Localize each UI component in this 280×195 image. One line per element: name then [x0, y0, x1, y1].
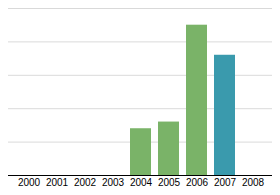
svg-text:2005: 2005 — [158, 177, 181, 188]
svg-text:2006: 2006 — [186, 177, 209, 188]
svg-text:2004: 2004 — [130, 177, 153, 188]
svg-text:2002: 2002 — [74, 177, 97, 188]
svg-text:2003: 2003 — [102, 177, 125, 188]
svg-text:2008: 2008 — [242, 177, 265, 188]
svg-text:2001: 2001 — [46, 177, 69, 188]
svg-text:2007: 2007 — [214, 177, 237, 188]
svg-text:2000: 2000 — [18, 177, 41, 188]
